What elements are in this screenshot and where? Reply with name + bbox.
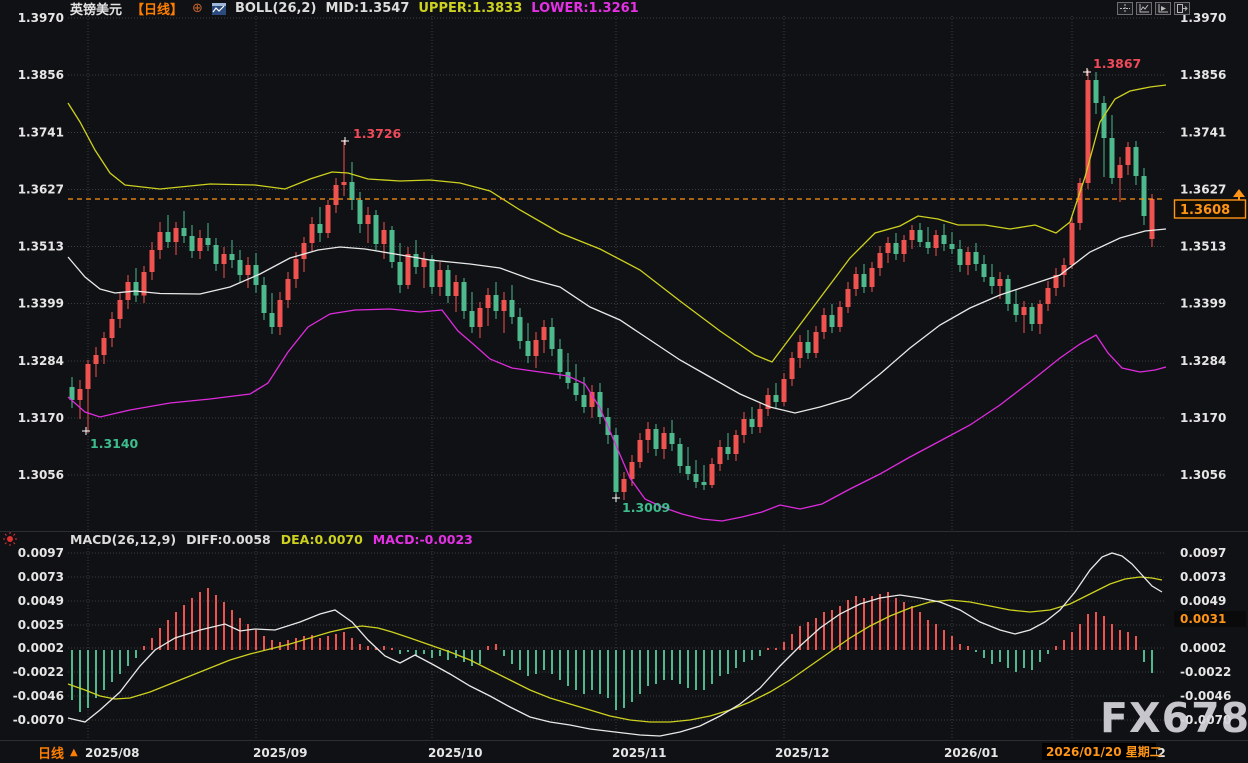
- macd-dea-value: DEA:0.0070: [280, 532, 363, 547]
- axis-labels: 1.3970 1.3970 1.3856 1.3856 1.3741 1.3741 1.36…: [13, 11, 1232, 727]
- svg-text:1.3726: 1.3726: [353, 126, 402, 141]
- svg-text:-0.0022: -0.0022: [13, 665, 64, 679]
- scale-axis-left-tool-button[interactable]: [1136, 2, 1152, 15]
- month-label: 2026/01: [944, 746, 998, 760]
- svg-text:1.3867: 1.3867: [1093, 56, 1141, 71]
- svg-text:0.0002: 0.0002: [18, 641, 64, 655]
- svg-text:1.3170: 1.3170: [1180, 411, 1226, 425]
- svg-text:0.0049: 0.0049: [18, 594, 64, 608]
- boll-mid-value: MID:1.3547: [325, 1, 410, 16]
- month-label: 2025/12: [775, 746, 829, 760]
- svg-text:1.3056: 1.3056: [1180, 468, 1226, 482]
- svg-text:1.3627: 1.3627: [18, 183, 64, 197]
- boll-upper-value: UPPER:1.3833: [418, 1, 523, 16]
- svg-text:1.3627: 1.3627: [1180, 183, 1226, 197]
- svg-text:1.3009: 1.3009: [622, 500, 670, 515]
- month-label: 2025/11: [612, 746, 666, 760]
- current-value-boxes: 1.3608 0.0031: [1173, 199, 1247, 627]
- price-annotations: 1.3726 1.3867 1.3140 1.3009: [82, 56, 1141, 515]
- bollinger-bands: [67, 84, 1167, 522]
- symbol-name: 英镑美元: [70, 3, 123, 18]
- svg-text:1.3170: 1.3170: [18, 411, 64, 425]
- svg-text:1.3399: 1.3399: [18, 297, 64, 311]
- svg-text:0.0025: 0.0025: [18, 618, 64, 632]
- svg-text:0.0097: 0.0097: [18, 546, 64, 560]
- alert-icon[interactable]: [2, 531, 18, 547]
- svg-text:1.3856: 1.3856: [18, 68, 64, 82]
- chart-toolbar: [1117, 2, 1190, 15]
- chart-header: 英镑美元 【日线】 ⊕ BOLL(26,2) MID:1.3547 UPPER:…: [70, 1, 639, 18]
- current-price-line: [68, 189, 1245, 200]
- macd-pane: [67, 552, 1163, 737]
- svg-text:0.0002: 0.0002: [1180, 641, 1226, 655]
- current-price-box: [1173, 199, 1247, 219]
- macd-indicator-label: MACD(26,12,9): [70, 532, 177, 547]
- svg-text:0.0031: 0.0031: [1180, 612, 1226, 626]
- svg-text:0.0073: 0.0073: [18, 570, 64, 584]
- chevron-up-icon: ▲: [70, 747, 78, 758]
- svg-text:1.3970: 1.3970: [18, 11, 64, 25]
- svg-text:1.3513: 1.3513: [18, 240, 64, 254]
- month-label: 2025/09: [253, 746, 307, 760]
- svg-text:1.3856: 1.3856: [1180, 68, 1226, 82]
- period-tag[interactable]: 【日线】: [131, 3, 184, 18]
- svg-text:-0.0046: -0.0046: [1180, 689, 1231, 703]
- svg-text:1.3056: 1.3056: [18, 468, 64, 482]
- month-label: 2025/10: [428, 746, 482, 760]
- svg-text:1.3513: 1.3513: [1180, 240, 1226, 254]
- target-circle-icon[interactable]: ⊕: [192, 1, 203, 16]
- candlestick-series: [69, 69, 1155, 500]
- svg-text:0.0049: 0.0049: [1180, 594, 1226, 608]
- period-selector-label: 日线: [38, 747, 65, 762]
- svg-text:1.3741: 1.3741: [1180, 126, 1226, 140]
- gridlines: [0, 16, 1248, 741]
- svg-text:1.3140: 1.3140: [90, 436, 139, 451]
- svg-text:1.3741: 1.3741: [18, 126, 64, 140]
- svg-text:0.0097: 0.0097: [1180, 546, 1226, 560]
- macd-diff-value: DIFF:0.0058: [186, 532, 271, 547]
- exit-tool-button[interactable]: [1174, 2, 1190, 15]
- svg-text:-0.0070: -0.0070: [13, 713, 64, 727]
- svg-text:-0.0046: -0.0046: [13, 689, 64, 703]
- svg-text:1.3608: 1.3608: [1180, 203, 1230, 218]
- time-axis: 2025/08 2025/09 2025/10 2025/11 2025/12 2026/…: [85, 743, 1166, 760]
- scale-axis-right-tool-button[interactable]: [1155, 2, 1171, 15]
- svg-text:-0.0070: -0.0070: [1180, 713, 1231, 727]
- selected-date-highlight: [1042, 743, 1156, 760]
- selected-date-label: 2026/01/20 星期二: [1046, 744, 1162, 759]
- month-label: 2025/08: [85, 746, 139, 760]
- svg-text:1.3284: 1.3284: [18, 354, 64, 368]
- svg-text:0.0073: 0.0073: [1180, 570, 1226, 584]
- svg-text:-0.0022: -0.0022: [1180, 665, 1231, 679]
- boll-indicator-label: BOLL(26,2): [234, 1, 317, 16]
- macd-macd-value: MACD:-0.0023: [372, 532, 473, 547]
- macd-header: MACD(26,12,9) DIFF:0.0058 DEA:0.0070 MAC…: [70, 532, 473, 547]
- svg-text:1.3399: 1.3399: [1180, 297, 1226, 311]
- svg-text:1.3970: 1.3970: [1180, 11, 1226, 25]
- current-macd-box: [1174, 611, 1246, 627]
- boll-lower-value: LOWER:1.3261: [531, 1, 639, 16]
- period-selector[interactable]: 日线 ▲: [38, 743, 78, 762]
- svg-text:1.3284: 1.3284: [1180, 354, 1226, 368]
- mini-chart-icon[interactable]: [211, 2, 226, 15]
- crosshair-tool-button[interactable]: [1117, 2, 1133, 15]
